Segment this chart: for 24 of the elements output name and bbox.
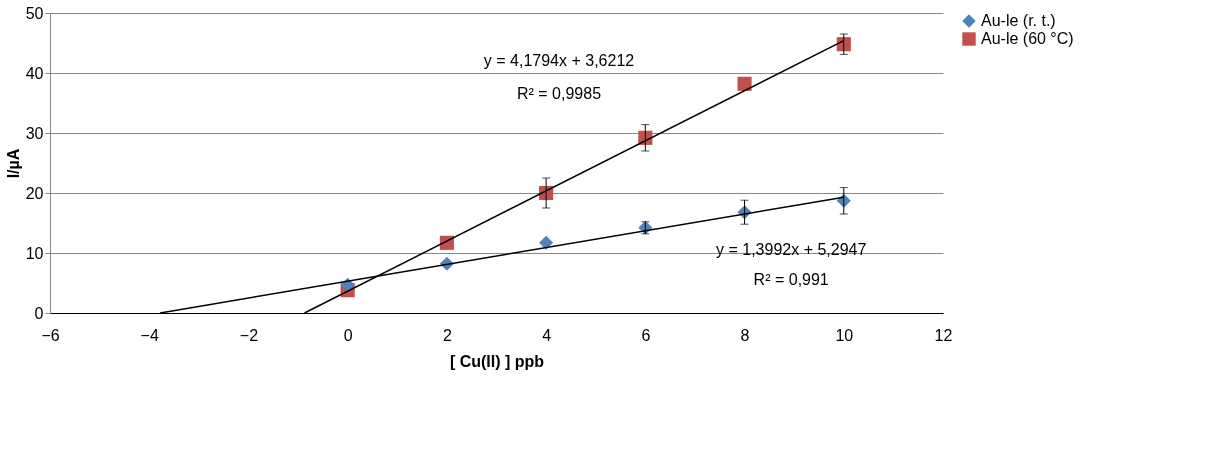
x-tick-label: 12 (934, 326, 953, 344)
y-tick-label: 40 (25, 64, 44, 82)
x-tick-label: 2 (442, 326, 452, 344)
x-tick-label: 4 (542, 326, 552, 344)
x-tick-label: −2 (239, 326, 259, 344)
legend-label: Au-le (60 °C) (981, 30, 1074, 47)
y-tick-label: 0 (34, 304, 44, 322)
x-tick-label: 6 (641, 326, 651, 344)
x-tick-label: −6 (41, 326, 60, 344)
annotation: R² = 0,9985 (516, 85, 602, 102)
x-axis-title: [ Cu(II) ] ppb (449, 352, 545, 370)
y-tick-label: 20 (25, 184, 44, 202)
y-tick-label: 30 (25, 124, 44, 142)
legend-label: Au-le (r. t.) (981, 12, 1056, 29)
x-tick-label: 0 (343, 326, 353, 344)
x-tick-label: 10 (835, 326, 854, 344)
y-tick-label: 50 (25, 4, 44, 22)
annotation: y = 1,3992x + 5,2947 (716, 241, 867, 258)
y-axis-title: I/µA (4, 148, 22, 179)
annotation: y = 4,1794x + 3,6212 (483, 52, 635, 69)
annotation: R² = 0,991 (753, 271, 829, 288)
x-tick-label: 8 (740, 326, 750, 344)
y-tick-label: 10 (25, 244, 44, 262)
x-tick-label: −4 (140, 326, 159, 344)
